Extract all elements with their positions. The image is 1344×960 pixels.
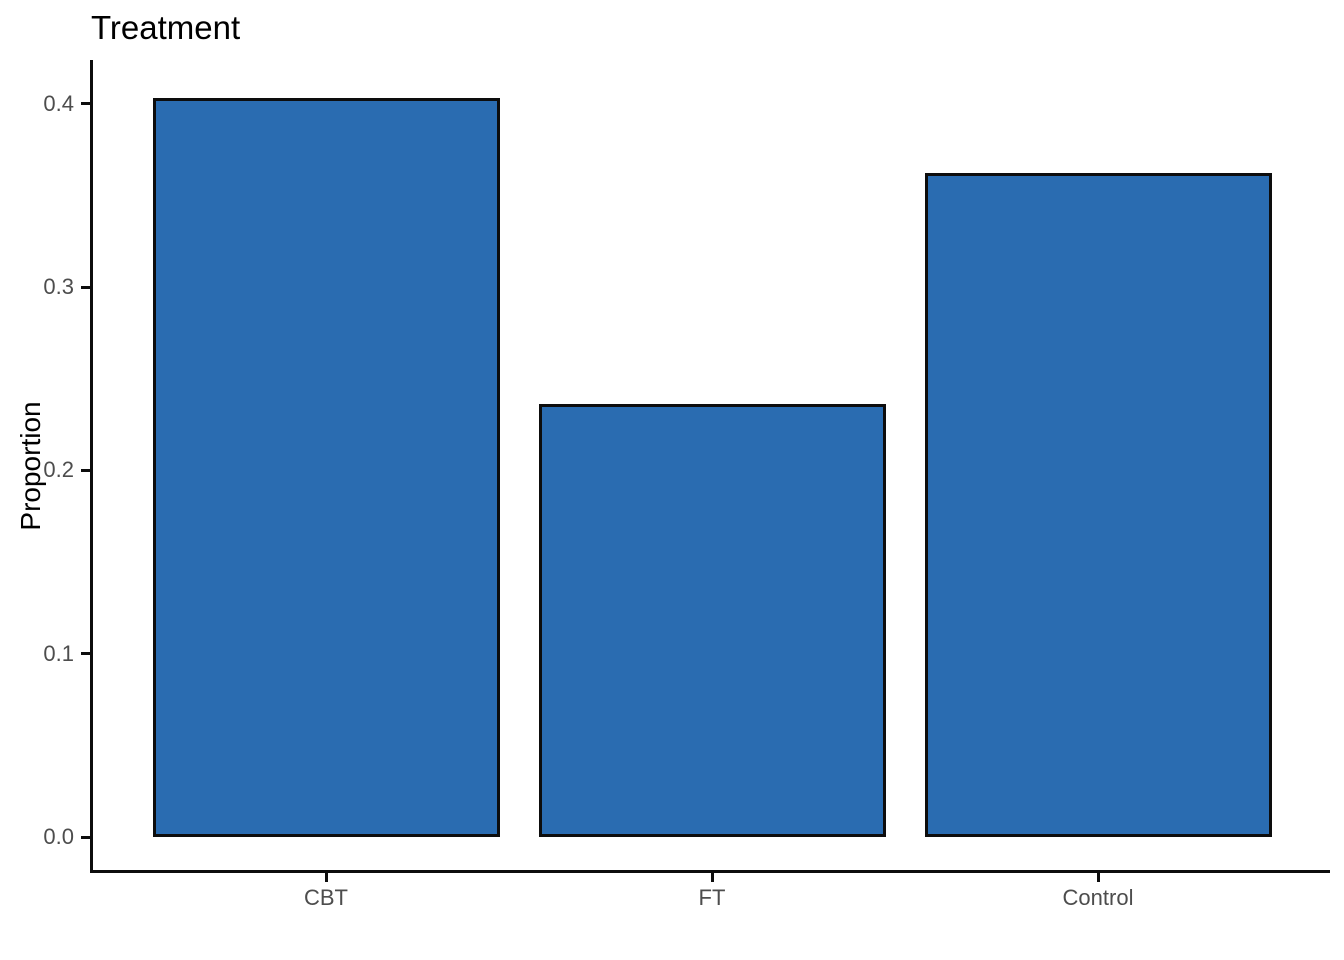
x-tick-mark xyxy=(710,873,714,882)
y-tick-label: 0.1 xyxy=(43,640,74,666)
bar-cbt xyxy=(152,98,500,837)
y-tick-label: 0.3 xyxy=(43,274,74,300)
bar-ft xyxy=(538,404,886,837)
y-tick-mark xyxy=(81,652,91,656)
x-category-label-ft: FT xyxy=(698,885,726,910)
y-tick-label: 0.2 xyxy=(43,457,74,483)
x-tick-mark xyxy=(324,873,328,882)
chart-title: Treatment xyxy=(91,9,241,46)
x-category-label-control: Control xyxy=(1062,885,1134,910)
y-tick-mark xyxy=(81,102,91,106)
x-tick-mark xyxy=(1096,873,1100,882)
y-axis-line xyxy=(90,60,93,873)
y-tick-label: 0.0 xyxy=(43,824,74,849)
bar-control xyxy=(924,173,1272,837)
x-category-label-cbt: CBT xyxy=(304,885,348,910)
y-tick-mark xyxy=(81,285,91,289)
x-axis-line xyxy=(90,870,1330,873)
y-tick-label: 0.4 xyxy=(43,90,74,116)
y-tick-mark xyxy=(81,468,91,472)
y-tick-mark xyxy=(81,835,91,839)
